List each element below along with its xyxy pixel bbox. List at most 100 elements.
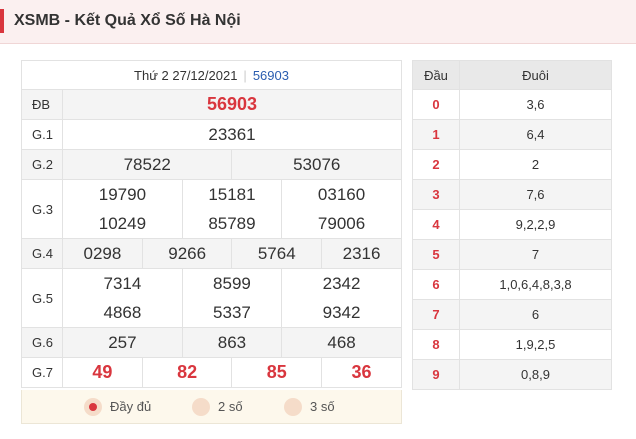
prize-row-g3: G.3 19790 10249 15181 85789 03160 79006: [21, 179, 402, 239]
head-digit: 3: [412, 179, 460, 210]
tail-digits: 1,9,2,5: [459, 329, 612, 360]
special-prize-value: 56903: [62, 89, 402, 120]
prize-row-g2: G.2 78522 53076: [21, 149, 402, 180]
prize-value: 03160: [317, 185, 366, 204]
prize-value: 9266: [141, 238, 233, 269]
prize-value: 5764: [231, 238, 323, 269]
prize-label: G.6: [21, 327, 63, 358]
table-row: 4 9,2,2,9: [412, 209, 612, 240]
head-digit: 2: [412, 149, 460, 180]
tail-digits: 2: [459, 149, 612, 180]
table-row: 3 7,6: [412, 179, 612, 210]
divider: |: [243, 67, 247, 83]
head-digit: 8: [412, 329, 460, 360]
radio-icon[interactable]: [192, 397, 210, 416]
prize-value: 0298: [62, 238, 143, 269]
prize-value: 85: [231, 357, 323, 388]
prize-row-g6: G.6 257 863 468: [21, 327, 402, 358]
draw-code: 56903: [252, 67, 289, 83]
head-digit: 0: [412, 89, 460, 120]
head-digit: 7: [412, 299, 460, 330]
option-label: 2 số: [218, 399, 243, 414]
prize-value: 49: [62, 357, 143, 388]
table-row: 0 3,6: [412, 89, 612, 120]
results-table: Thứ 2 27/12/2021 | 56903 ĐB 56903 G.1 2336…: [21, 60, 402, 388]
prize-cell: 15181 85789: [181, 179, 283, 239]
prize-label: ĐB: [21, 89, 63, 120]
prize-value: 4868: [103, 303, 142, 322]
prize-value: 5337: [213, 303, 251, 322]
prize-label: G.1: [21, 119, 63, 150]
prize-value: 79006: [317, 214, 366, 233]
option-label: Đầy đủ: [110, 399, 152, 414]
prize-row-g1: G.1 23361: [21, 119, 402, 150]
display-options: Đầy đủ 2 số 3 số: [21, 390, 402, 424]
tail-digits: 0,8,9: [459, 359, 612, 390]
prize-value: 19790: [98, 185, 147, 204]
prize-label: G.3: [21, 179, 63, 239]
head-digit: 4: [412, 209, 460, 240]
tail-digits: 7,6: [459, 179, 612, 210]
draw-date[interactable]: Thứ 2 27/12/2021: [134, 67, 238, 83]
prize-value: 9342: [322, 303, 361, 322]
column-header-tail: Đuôi: [459, 60, 612, 90]
table-row: 1 6,4: [412, 119, 612, 150]
prize-cell: 19790 10249: [62, 179, 183, 239]
prize-value: 10249: [98, 214, 147, 233]
prize-value: 15181: [208, 185, 256, 204]
prize-value: 78522: [61, 149, 233, 180]
option-label: 3 số: [310, 399, 335, 414]
tail-digits: 6: [459, 299, 612, 330]
option-2-digits[interactable]: 2 số: [192, 397, 243, 417]
prize-value: 85789: [208, 214, 256, 233]
head-tail-header: Đầu Đuôi: [412, 60, 612, 90]
tail-digits: 7: [459, 239, 612, 270]
table-row: 8 1,9,2,5: [412, 329, 612, 360]
prize-value: 23361: [62, 119, 402, 150]
prize-value: 36: [321, 357, 402, 388]
prize-value: 53076: [231, 149, 402, 180]
page-header: XSMB - Kết Quả Xổ Số Hà Nội: [0, 0, 636, 44]
head-digit: 9: [412, 359, 460, 390]
option-3-digits[interactable]: 3 số: [284, 397, 335, 417]
prize-value: 2316: [321, 238, 402, 269]
draw-info: Thứ 2 27/12/2021 | 56903: [21, 60, 402, 90]
prize-cell: 03160 79006: [281, 179, 402, 239]
prize-cell: 2342 9342: [281, 268, 402, 328]
prize-value: 7314: [103, 274, 142, 293]
head-digit: 6: [412, 269, 460, 300]
table-row: 9 0,8,9: [412, 359, 612, 390]
prize-value: 2342: [322, 274, 361, 293]
tail-digits: 6,4: [459, 119, 612, 150]
prize-value: 257: [62, 327, 183, 358]
page-title: XSMB - Kết Quả Xổ Số Hà Nội: [14, 12, 241, 29]
prize-value: 863: [181, 327, 283, 358]
prize-row-g7: G.7 49 82 85 36: [21, 357, 402, 388]
prize-row-g5: G.5 7314 4868 8599 5337 2342 9342: [21, 268, 402, 328]
table-row: 6 1,0,6,4,8,3,8: [412, 269, 612, 300]
head-digit: 5: [412, 239, 460, 270]
tail-digits: 1,0,6,4,8,3,8: [459, 269, 612, 300]
prize-label: G.5: [21, 268, 63, 328]
option-full[interactable]: Đầy đủ: [84, 397, 151, 417]
tail-digits: 9,2,2,9: [459, 209, 612, 240]
prize-label: G.4: [21, 238, 63, 269]
prize-label: G.2: [21, 149, 63, 180]
radio-icon[interactable]: [284, 397, 302, 416]
head-digit: 1: [412, 119, 460, 150]
radio-selected-icon[interactable]: [84, 397, 102, 416]
column-header-head: Đầu: [412, 60, 460, 90]
prize-label: G.7: [21, 357, 63, 388]
prize-value: 8599: [213, 274, 251, 293]
prize-value: 468: [281, 327, 402, 358]
prize-cell: 8599 5337: [181, 268, 283, 328]
date-row: Thứ 2 27/12/2021 | 56903: [21, 60, 402, 90]
tail-digits: 3,6: [459, 89, 612, 120]
prize-value: 82: [141, 357, 233, 388]
prize-cell: 7314 4868: [62, 268, 183, 328]
prize-row-g4: G.4 0298 9266 5764 2316: [21, 238, 402, 269]
prize-row-db: ĐB 56903: [21, 89, 402, 120]
